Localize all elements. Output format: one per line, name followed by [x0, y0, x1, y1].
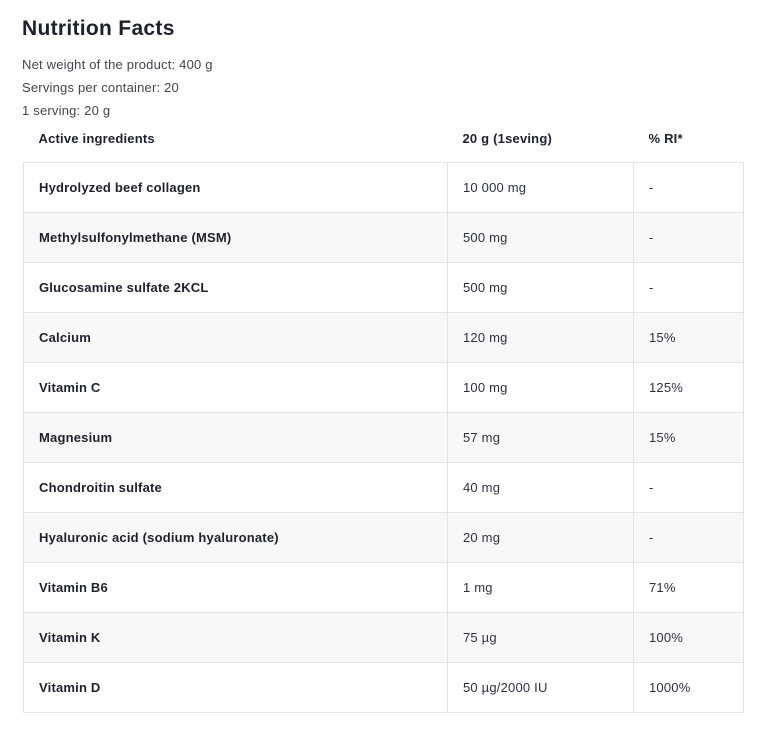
ingredient-cell: Vitamin D	[23, 662, 448, 713]
amount-cell: 50 µg/2000 IU	[447, 662, 634, 713]
table-row: Hydrolyzed beef collagen 10 000 mg -	[23, 162, 744, 213]
ri-cell: -	[633, 162, 744, 213]
table-row: Magnesium 57 mg 15%	[23, 412, 744, 463]
table-row: Vitamin D 50 µg/2000 IU 1000%	[23, 662, 744, 713]
amount-cell: 20 mg	[447, 512, 634, 563]
amount-cell: 500 mg	[447, 212, 634, 263]
ri-cell: -	[633, 512, 744, 563]
ri-cell: 1000%	[633, 662, 744, 713]
ri-cell: 15%	[633, 312, 744, 363]
amount-cell: 40 mg	[447, 462, 634, 513]
servings-per-container-line: Servings per container: 20	[22, 80, 179, 95]
ingredient-cell: Hyaluronic acid (sodium hyaluronate)	[23, 512, 448, 563]
table-row: Calcium 120 mg 15%	[23, 312, 744, 363]
ri-cell: 71%	[633, 562, 744, 613]
net-weight-line: Net weight of the product: 400 g	[22, 57, 213, 72]
table-header-row: Active ingredients 20 g (1seving) % RI*	[24, 122, 744, 163]
ri-cell: 100%	[633, 612, 744, 663]
page-title: Nutrition Facts	[22, 17, 175, 40]
ri-cell: 15%	[633, 412, 744, 463]
amount-cell: 75 µg	[447, 612, 634, 663]
header-active-ingredients: Active ingredients	[38, 131, 155, 146]
header-serving-amount: 20 g (1seving)	[462, 131, 552, 146]
ingredient-cell: Methylsulfonylmethane (MSM)	[23, 212, 448, 263]
product-info: Net weight of the product: 400 g Serving…	[22, 53, 745, 122]
ingredient-cell: Vitamin K	[23, 612, 448, 663]
ingredient-cell: Magnesium	[23, 412, 448, 463]
amount-cell: 10 000 mg	[447, 162, 634, 213]
ingredient-cell: Glucosamine sulfate 2KCL	[23, 262, 448, 313]
amount-cell: 500 mg	[447, 262, 634, 313]
ingredient-cell: Calcium	[23, 312, 448, 363]
ri-cell: -	[633, 212, 744, 263]
table-row: Vitamin K 75 µg 100%	[23, 612, 744, 663]
ingredient-cell: Vitamin C	[23, 362, 448, 413]
ri-cell: -	[633, 262, 744, 313]
table-row: Glucosamine sulfate 2KCL 500 mg -	[23, 262, 744, 313]
table-row: Hyaluronic acid (sodium hyaluronate) 20 …	[23, 512, 744, 563]
table-row: Vitamin C 100 mg 125%	[23, 362, 744, 413]
ri-cell: 125%	[633, 362, 744, 413]
nutrition-table: Active ingredients 20 g (1seving) % RI* …	[23, 122, 744, 713]
amount-cell: 100 mg	[447, 362, 634, 413]
header-ri-percent: % RI*	[648, 131, 683, 146]
nutrition-facts-panel: Nutrition Facts Net weight of the produc…	[22, 17, 745, 713]
ingredient-cell: Hydrolyzed beef collagen	[23, 162, 448, 213]
table-row: Vitamin B6 1 mg 71%	[23, 562, 744, 613]
amount-cell: 120 mg	[447, 312, 634, 363]
ingredient-cell: Chondroitin sulfate	[23, 462, 448, 513]
amount-cell: 1 mg	[447, 562, 634, 613]
serving-size-line: 1 serving: 20 g	[22, 103, 111, 118]
ingredient-cell: Vitamin B6	[23, 562, 448, 613]
amount-cell: 57 mg	[447, 412, 634, 463]
ri-cell: -	[633, 462, 744, 513]
table-row: Chondroitin sulfate 40 mg -	[23, 462, 744, 513]
table-row: Methylsulfonylmethane (MSM) 500 mg -	[23, 212, 744, 263]
